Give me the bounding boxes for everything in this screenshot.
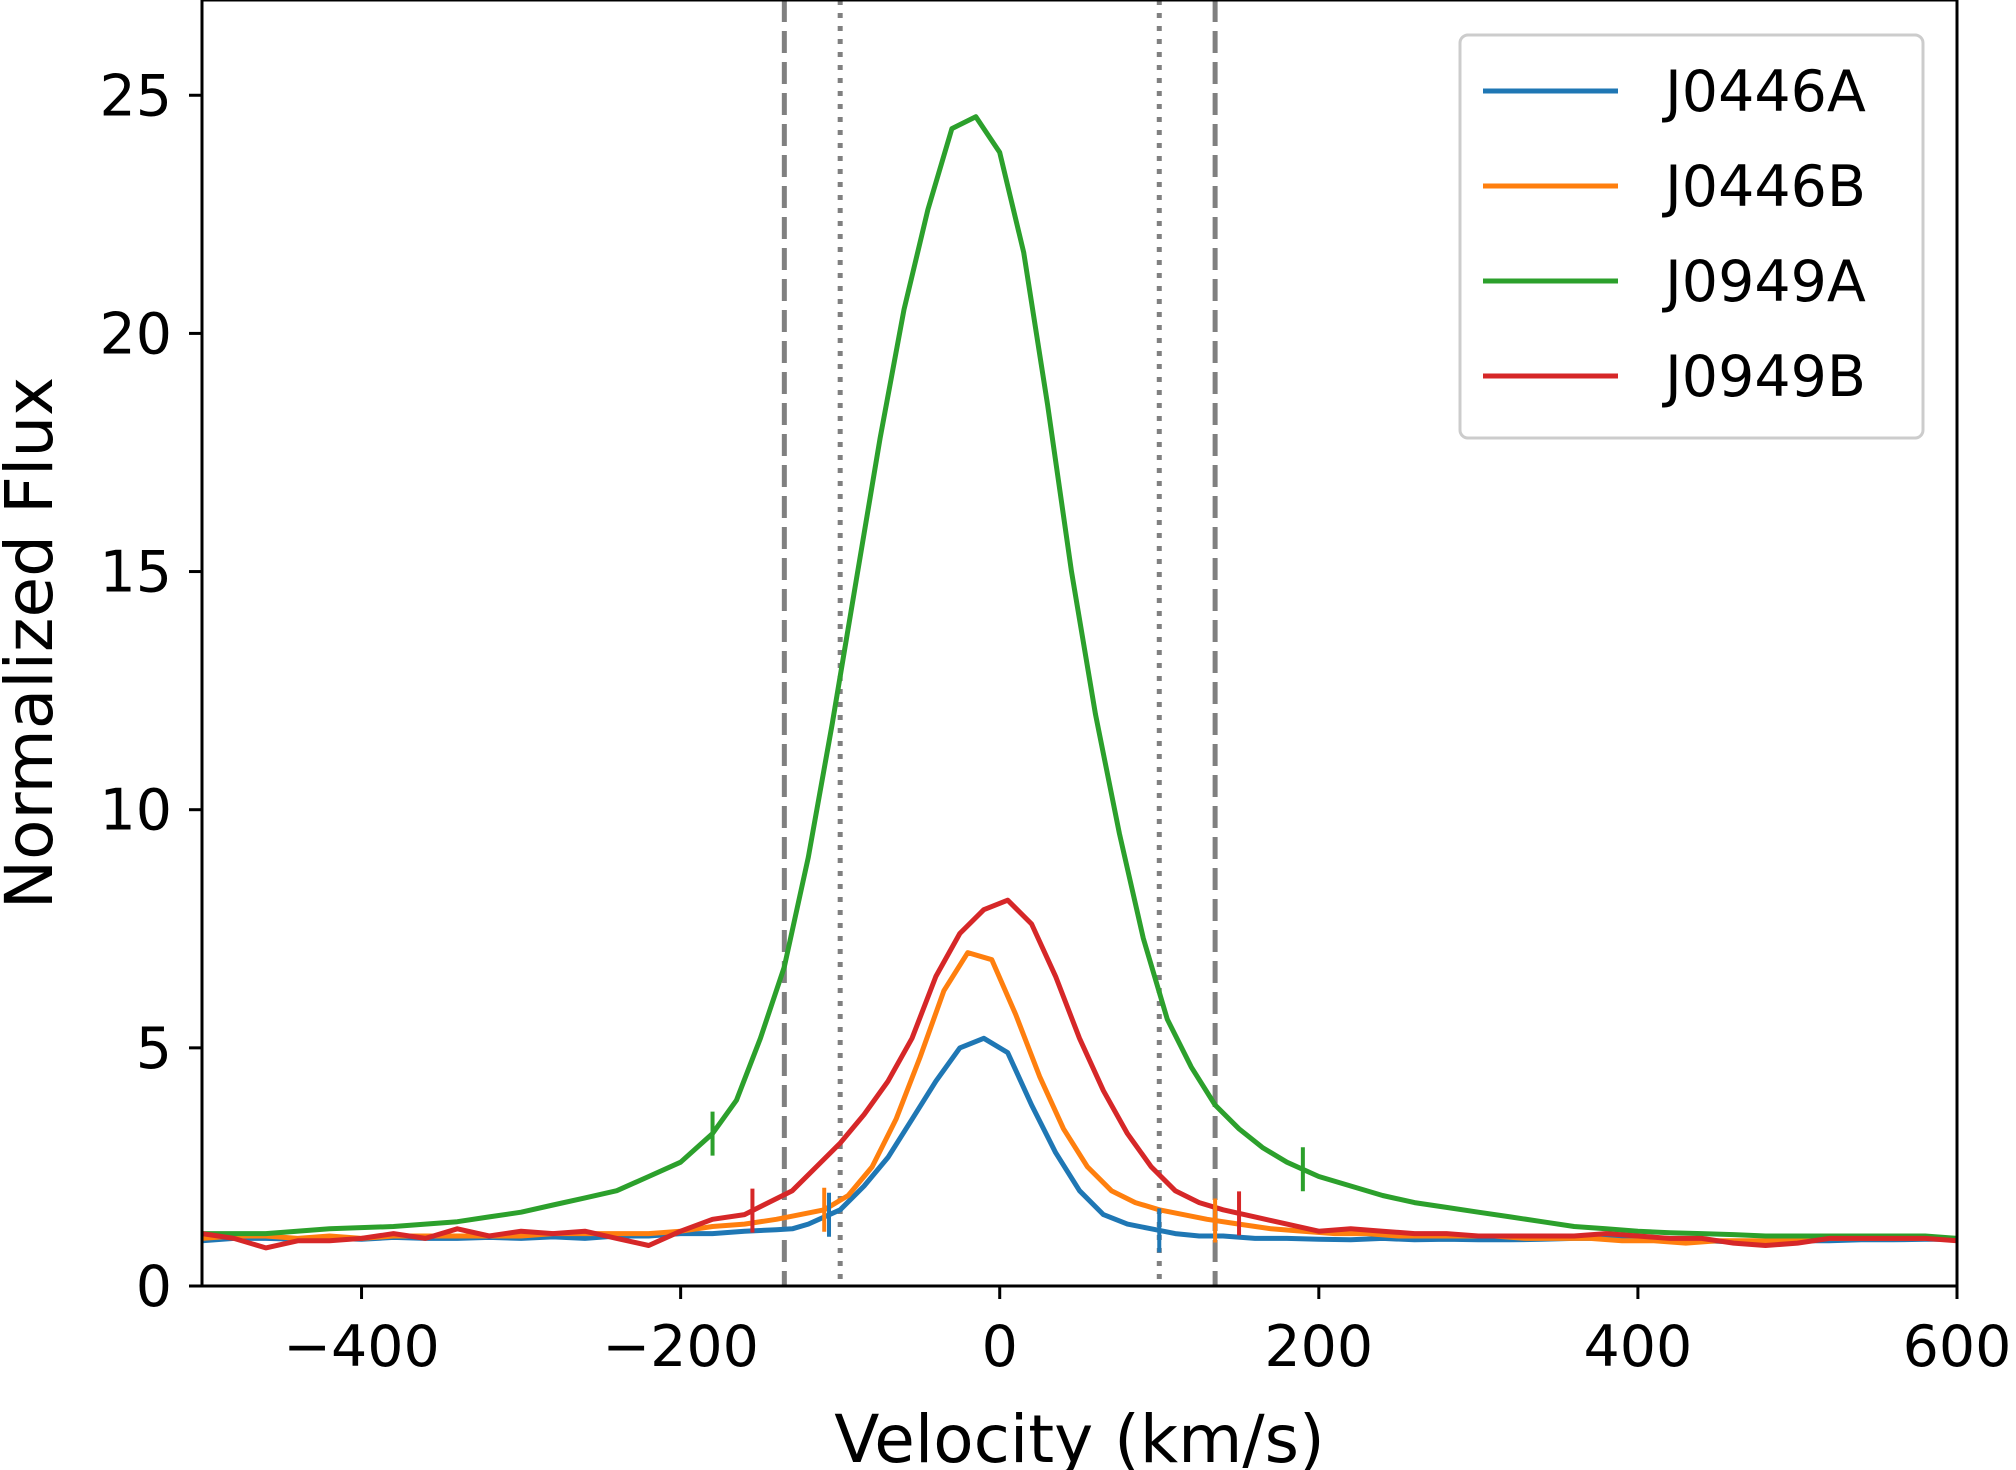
y-tick-label: 20 — [99, 301, 172, 367]
legend-label-j0446a: J0446A — [1662, 59, 1866, 125]
y-tick-label: 25 — [99, 63, 172, 129]
legend: J0446A J0446B J0949A J0949B — [1458, 33, 1925, 440]
series-line-j0446a — [202, 1035, 1957, 1245]
x-axis-title: Velocity (km/s) — [834, 1401, 1325, 1470]
legend-label-j0949a: J0949A — [1662, 249, 1866, 315]
x-tick-label: 400 — [1584, 1314, 1693, 1380]
x-tick-label: 0 — [982, 1314, 1018, 1380]
legend-label-j0446b: J0446B — [1662, 154, 1866, 220]
y-tick-label: 10 — [99, 778, 172, 844]
y-axis-title: Normalized Flux — [0, 377, 68, 909]
x-tick-label: −200 — [602, 1314, 759, 1380]
plot-area — [202, 114, 1957, 1253]
x-tick-label: 600 — [1903, 1314, 2012, 1380]
y-tick-label: 0 — [136, 1254, 172, 1320]
x-tick-label: −400 — [283, 1314, 440, 1380]
series-line-j0446b — [202, 950, 1957, 1246]
axes: −400 −200 0 200 400 600 0 5 10 15 20 25 — [99, 0, 2011, 1380]
vertical-reference-lines — [781, 0, 1218, 1286]
series-line-j0949b — [202, 897, 1957, 1251]
series-line-j0949a — [202, 114, 1957, 1241]
y-tick-label: 15 — [99, 540, 172, 606]
axes-frame — [200, 0, 1959, 1288]
legend-box — [1458, 33, 1925, 440]
y-tick-label: 5 — [136, 1016, 172, 1082]
legend-label-j0949b: J0949B — [1662, 344, 1866, 410]
x-tick-label: 200 — [1264, 1314, 1373, 1380]
